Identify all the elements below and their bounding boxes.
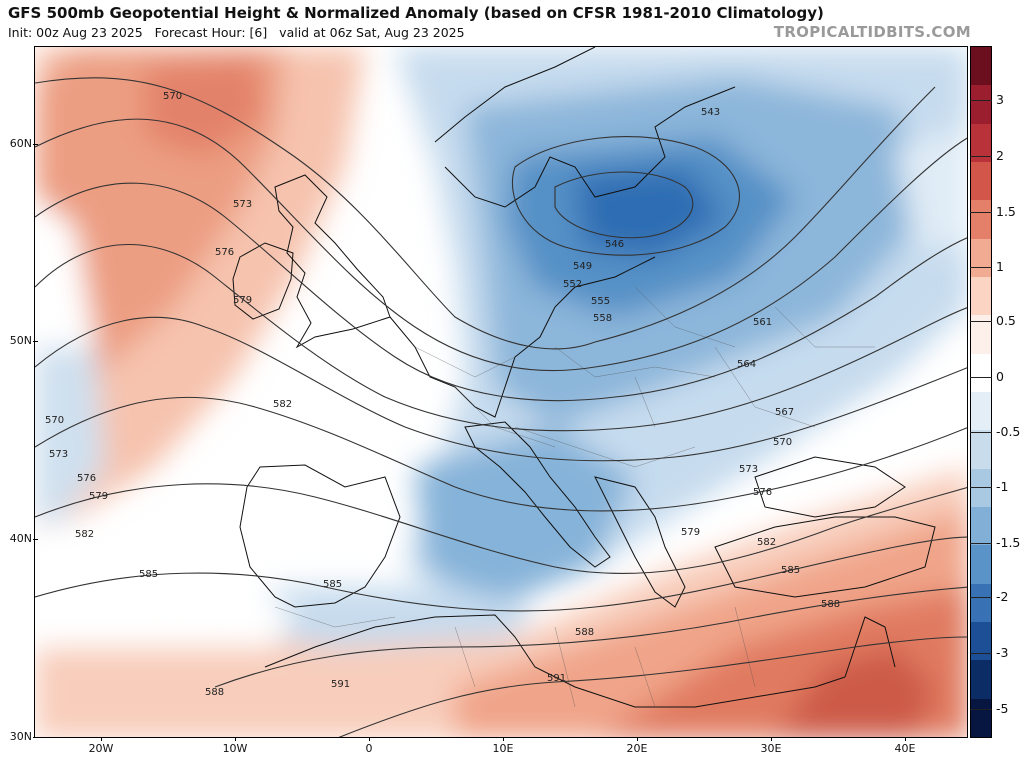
colorbar-band [971,468,991,508]
brand-watermark: TROPICALTIDBITS.COM [773,23,971,41]
contour-label: 585 [323,579,342,590]
lon-label: 10E [483,737,523,755]
colorbar-band [971,353,991,393]
colorbar-label: 3 [970,92,1004,107]
lon-label: 0 [349,737,389,755]
colorbar-label: 0 [970,369,1004,384]
lon-label: 30E [751,737,791,755]
contour-labels: 570 573 576 579 582 585 588 591 546 549 … [45,91,840,698]
colorbar-band [971,238,991,278]
anomaly-colorbar [970,46,992,738]
lon-label: 20E [617,737,657,755]
contour-label: 582 [75,529,94,540]
contour-label: 552 [563,279,582,290]
contour-label: 585 [781,565,800,576]
colorbar-label: -1 [968,479,1009,494]
colorbar-label: 1 [970,259,1004,274]
weather-map[interactable]: 570 573 576 579 582 585 588 591 546 549 … [34,46,968,738]
contour-label: 573 [49,449,68,460]
colorbar-band [971,85,991,125]
contour-label: 555 [591,296,610,307]
colorbar-band [971,430,991,470]
map-title: GFS 500mb Geopotential Height & Normaliz… [8,4,824,22]
colorbar-band [971,545,991,585]
contour-label: 576 [77,473,96,484]
colorbar-band [971,200,991,240]
colorbar-label: -0.5 [969,424,1021,439]
contour-label: 579 [681,527,700,538]
colorbar-band [971,162,991,201]
contour-label: 561 [753,317,772,328]
lat-label: 50N [2,334,38,347]
anomaly-field [35,47,967,737]
coastlines [232,47,936,708]
colorbar-band [971,583,991,623]
colorbar-label: -1.5 [969,535,1021,550]
colorbar-label: -5 [968,701,1009,716]
colorbar-band [971,123,991,163]
colorbar-label: 1.5 [970,204,1016,219]
colorbar-band [971,622,991,661]
colorbar-band [971,660,991,700]
colorbar-label: 0.5 [970,313,1016,328]
colorbar-label: -3 [968,645,1009,660]
height-contours [35,77,967,737]
colorbar-band [971,507,991,546]
lon-label: 40E [885,737,925,755]
colorbar-band [971,47,991,86]
colorbar-label: 2 [970,148,1004,163]
contour-label: 558 [593,313,612,324]
contour-label: 579 [233,295,252,306]
colorbar-band [971,277,991,316]
contour-label: 543 [701,107,720,118]
contour-label: 582 [273,399,292,410]
contour-label: 573 [233,199,252,210]
lat-label: 60N [2,137,38,150]
contour-label: 576 [215,247,234,258]
contour-label: 570 [45,415,64,426]
contour-label: 579 [89,491,108,502]
contour-label: 573 [739,464,758,475]
contour-label: 576 [753,487,772,498]
contour-label: 585 [139,569,158,580]
contour-label: 588 [821,599,840,610]
contour-label: 588 [205,687,224,698]
contour-label: 588 [575,627,594,638]
contour-label: 570 [163,91,182,102]
colorbar-band [971,392,991,431]
contour-label: 591 [547,673,566,684]
contour-label: 570 [773,437,792,448]
colorbar-band [971,698,991,738]
lon-label: 10W [215,737,255,755]
map-canvas: 570 573 576 579 582 585 588 591 546 549 … [35,47,967,737]
contour-label: 582 [757,537,776,548]
colorbar-band [971,315,991,355]
contour-label: 546 [605,239,624,250]
contour-label: 591 [331,679,350,690]
forecast-info: Init: 00z Aug 23 2025 Forecast Hour: [6]… [8,25,465,40]
lon-label: 20W [81,737,121,755]
contour-label: 549 [573,261,592,272]
colorbar-label: -2 [968,589,1009,604]
lat-label: 40N [2,532,38,545]
contour-label: 567 [775,407,794,418]
lat-label: 30N [2,730,38,743]
contour-label: 564 [737,359,756,370]
